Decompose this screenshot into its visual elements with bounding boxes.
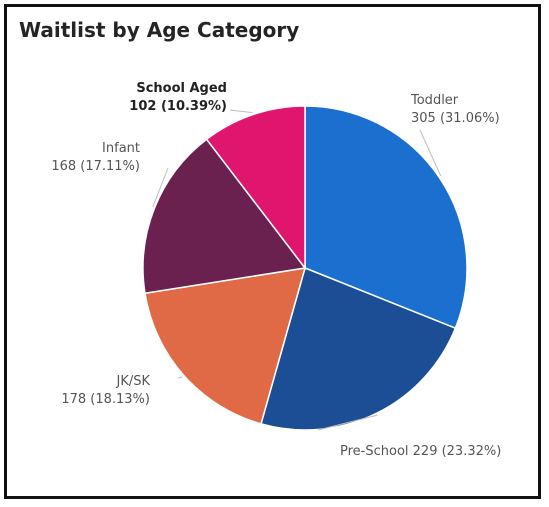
leader-line — [177, 376, 183, 379]
slice-label-name: Infant — [102, 141, 140, 156]
pie-slice-school-aged[interactable] — [205, 105, 306, 271]
leader-line — [317, 414, 378, 431]
chart-title: Waitlist by Age Category — [19, 18, 300, 42]
slice-label-name: JK/SK — [115, 374, 150, 389]
slice-labels: Toddler 305 (31.06%) Pre-School 229 (23.32… — [51, 81, 501, 459]
pie-slice-jk-sk[interactable] — [144, 267, 307, 425]
pie-slice-infant[interactable] — [142, 138, 307, 295]
slice-label-name: School Aged — [136, 81, 227, 96]
pie-slice-toddler[interactable] — [304, 105, 468, 330]
leader-line — [152, 167, 169, 208]
slice-label-name: Toddler — [410, 93, 459, 108]
slice-label-value: 178 (18.13%) — [61, 392, 150, 407]
page-top-strip — [0, 0, 549, 4]
slice-label-value: 102 (10.39%) — [129, 99, 227, 114]
pie-slice-pre-school[interactable] — [260, 266, 457, 431]
slice-label-value: 305 (31.06%) — [411, 111, 500, 126]
pie-slices — [142, 105, 468, 431]
leader-line — [229, 109, 253, 114]
slice-label-value: Pre-School 229 (23.32%) — [340, 444, 501, 459]
leader-lines — [152, 109, 442, 431]
slice-label-value: 168 (17.11%) — [51, 159, 140, 174]
leader-line — [419, 129, 442, 177]
